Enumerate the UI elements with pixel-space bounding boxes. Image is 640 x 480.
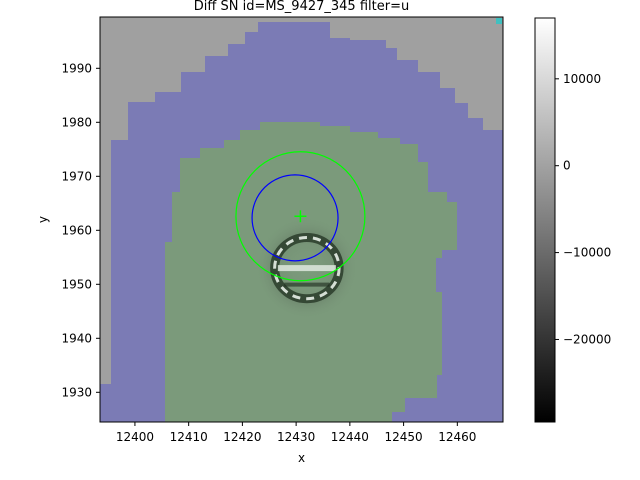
y-axis: 1930 1940 1950 1960 1970 1980 1990 — [61, 61, 100, 399]
colorbar-tick-label: 10000 — [563, 72, 601, 86]
inner-aperture-circle — [251, 174, 339, 262]
plot-frame — [99, 16, 504, 423]
y-tick-label: 1950 — [61, 277, 92, 291]
colorbar-axis: 10000 0 −10000 −20000 — [555, 72, 611, 346]
source-residual — [255, 216, 359, 320]
colorbar-tick-label: −20000 — [563, 332, 611, 346]
x-tick-label: 12410 — [170, 430, 208, 444]
colorbar-tick-label: 0 — [563, 159, 571, 173]
colorbar — [534, 17, 556, 423]
y-tick-label: 1960 — [61, 223, 92, 237]
x-tick-label: 12450 — [384, 430, 422, 444]
residual-dark-bar — [284, 282, 330, 287]
residual-bright-bar — [277, 265, 336, 272]
x-axis: 12400 12410 12420 12430 12440 12450 12460 — [116, 422, 476, 444]
chart-title: Diff SN id=MS_9427_345 filter=u — [194, 0, 409, 14]
y-axis-label: y — [36, 216, 50, 223]
x-tick-label: 12440 — [331, 430, 369, 444]
plot-area — [100, 17, 503, 422]
y-tick-label: 1940 — [61, 331, 92, 345]
y-tick-label: 1970 — [61, 169, 92, 183]
outer-aperture-circle — [235, 151, 366, 282]
y-tick-label: 1930 — [61, 385, 92, 399]
x-tick-label: 12400 — [116, 430, 154, 444]
y-tick-label: 1990 — [61, 61, 92, 75]
corner-pixel — [496, 18, 502, 24]
colorbar-tick-label: −10000 — [563, 246, 611, 260]
markers — [235, 151, 366, 282]
x-axis-label: x — [298, 451, 305, 465]
y-tick-label: 1980 — [61, 115, 92, 129]
x-tick-label: 12420 — [223, 430, 261, 444]
x-tick-label: 12460 — [438, 430, 476, 444]
x-tick-label: 12430 — [277, 430, 315, 444]
